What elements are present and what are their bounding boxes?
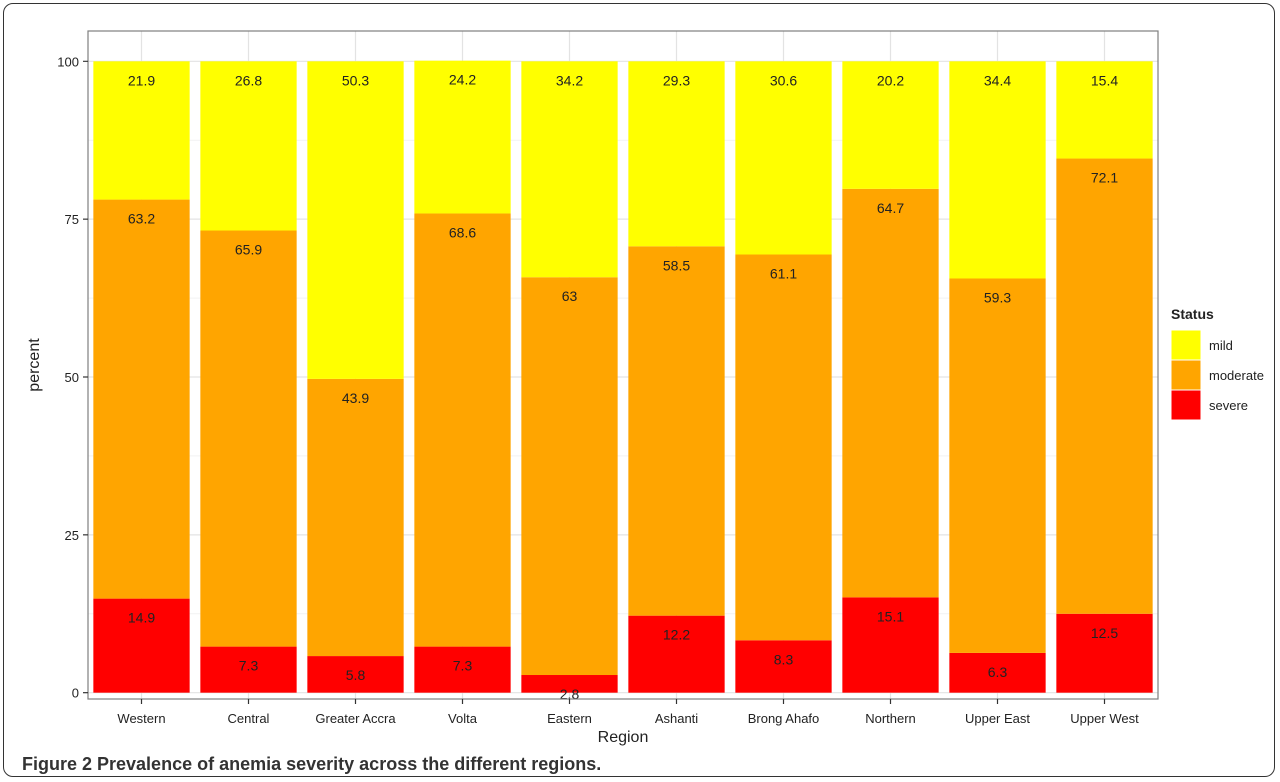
data-label: 58.5 [663, 257, 690, 273]
bar-moderate-upper-west [1056, 158, 1153, 614]
bar-severe-volta [414, 646, 511, 693]
figure-frame: 14.9 63.2 21.9 7.3 65.9 26.8 5.8 43.9 50.3 7.3 68.… [3, 3, 1275, 777]
data-label: 12.5 [1091, 625, 1118, 641]
x-tick-label: Eastern [547, 711, 592, 726]
bar-mild-volta [414, 60, 511, 214]
y-tick-label: 25 [65, 528, 79, 543]
bar-mild-western [93, 61, 190, 200]
data-label: 63 [562, 288, 578, 304]
legend-label-mild: mild [1209, 338, 1233, 353]
data-label: 29.3 [663, 72, 690, 88]
bar-mild-ashanti [628, 61, 725, 247]
legend-label-moderate: moderate [1209, 368, 1264, 383]
x-tick-label: Upper West [1070, 711, 1139, 726]
data-label: 43.9 [342, 390, 369, 406]
data-label: 72.1 [1091, 170, 1118, 186]
plot-border [87, 30, 1159, 700]
bar-moderate-eastern [521, 277, 618, 676]
x-tick-label: Upper East [965, 711, 1030, 726]
bar-moderate-greater-accra [307, 378, 404, 657]
data-label: 21.9 [128, 72, 155, 88]
bar-mild-upper-west [1056, 61, 1153, 159]
bar-moderate-western [93, 199, 190, 599]
data-label: 8.3 [774, 651, 794, 667]
data-label: 34.2 [556, 72, 583, 88]
bar-mild-brong-ahafo [735, 61, 832, 255]
legend-title: Status [1171, 306, 1214, 322]
data-label: 63.2 [128, 211, 155, 227]
x-tick-label: Central [228, 711, 270, 726]
data-label: 68.6 [449, 224, 476, 240]
bar-mild-greater-accra [307, 61, 404, 379]
bar-severe-eastern [521, 675, 618, 693]
data-label: 15.4 [1091, 72, 1118, 88]
bar-moderate-northern [842, 188, 939, 598]
data-label: 59.3 [984, 290, 1011, 306]
x-tick-label: Northern [865, 711, 916, 726]
data-label: 5.8 [346, 667, 366, 683]
data-label: 30.6 [770, 72, 797, 88]
y-tick-label: 100 [57, 54, 79, 69]
x-tick-label: Greater Accra [315, 711, 396, 726]
data-label: 6.3 [988, 664, 1008, 680]
data-label: 7.3 [239, 658, 259, 674]
stacked-bar-chart: 14.9 63.2 21.9 7.3 65.9 26.8 5.8 43.9 50.3 7.3 68.… [26, 30, 1264, 746]
data-label: 24.2 [449, 72, 476, 88]
y-axis-title: percent [26, 338, 43, 392]
y-tick-label: 50 [65, 370, 79, 385]
data-label: 50.3 [342, 72, 369, 88]
legend-swatch-mild [1170, 329, 1202, 361]
bar-severe-ashanti [628, 615, 725, 693]
bar-mild-central [200, 61, 297, 231]
y-tick-label: 0 [72, 686, 79, 701]
bar-moderate-brong-ahafo [735, 254, 832, 641]
x-axis-title: Region [598, 729, 649, 746]
bar-moderate-volta [414, 213, 511, 647]
legend-label-severe: severe [1209, 398, 1248, 413]
bar-severe-brong-ahafo [735, 640, 832, 693]
x-tick-label: Ashanti [655, 711, 698, 726]
bar-severe-central [200, 646, 297, 693]
bar-moderate-central [200, 230, 297, 647]
data-label: 61.1 [770, 266, 797, 282]
data-label: 7.3 [453, 658, 473, 674]
data-label: 2.8 [560, 686, 580, 702]
bar-moderate-ashanti [628, 246, 725, 616]
bar-mild-northern [842, 61, 939, 189]
bar-severe-upper-west [1056, 613, 1153, 693]
data-label: 64.7 [877, 200, 904, 216]
bar-severe-upper-east [949, 652, 1046, 693]
data-label: 65.9 [235, 242, 262, 258]
bar-severe-greater-accra [307, 656, 404, 693]
y-tick-label: 75 [65, 212, 79, 227]
data-label: 20.2 [877, 72, 904, 88]
bar-severe-northern [842, 597, 939, 693]
caption-bold: Figure 2 Prevalence of anemia severity a… [22, 754, 602, 774]
data-label: 12.2 [663, 627, 690, 643]
data-label: 15.1 [877, 608, 904, 624]
data-label: 34.4 [984, 72, 1011, 88]
x-tick-label: Western [117, 711, 165, 726]
data-label: 14.9 [128, 610, 155, 626]
bar-severe-western [93, 598, 190, 693]
legend-swatch-severe [1170, 389, 1202, 421]
bar-moderate-upper-east [949, 278, 1046, 653]
data-label: 26.8 [235, 72, 262, 88]
figure-caption: Figure 2 Prevalence of anemia severity a… [22, 754, 601, 775]
bar-mild-eastern [521, 61, 618, 278]
bar-mild-upper-east [949, 61, 1046, 279]
legend-swatch-moderate [1170, 359, 1202, 391]
x-tick-label: Volta [448, 711, 478, 726]
x-tick-label: Brong Ahafo [748, 711, 820, 726]
